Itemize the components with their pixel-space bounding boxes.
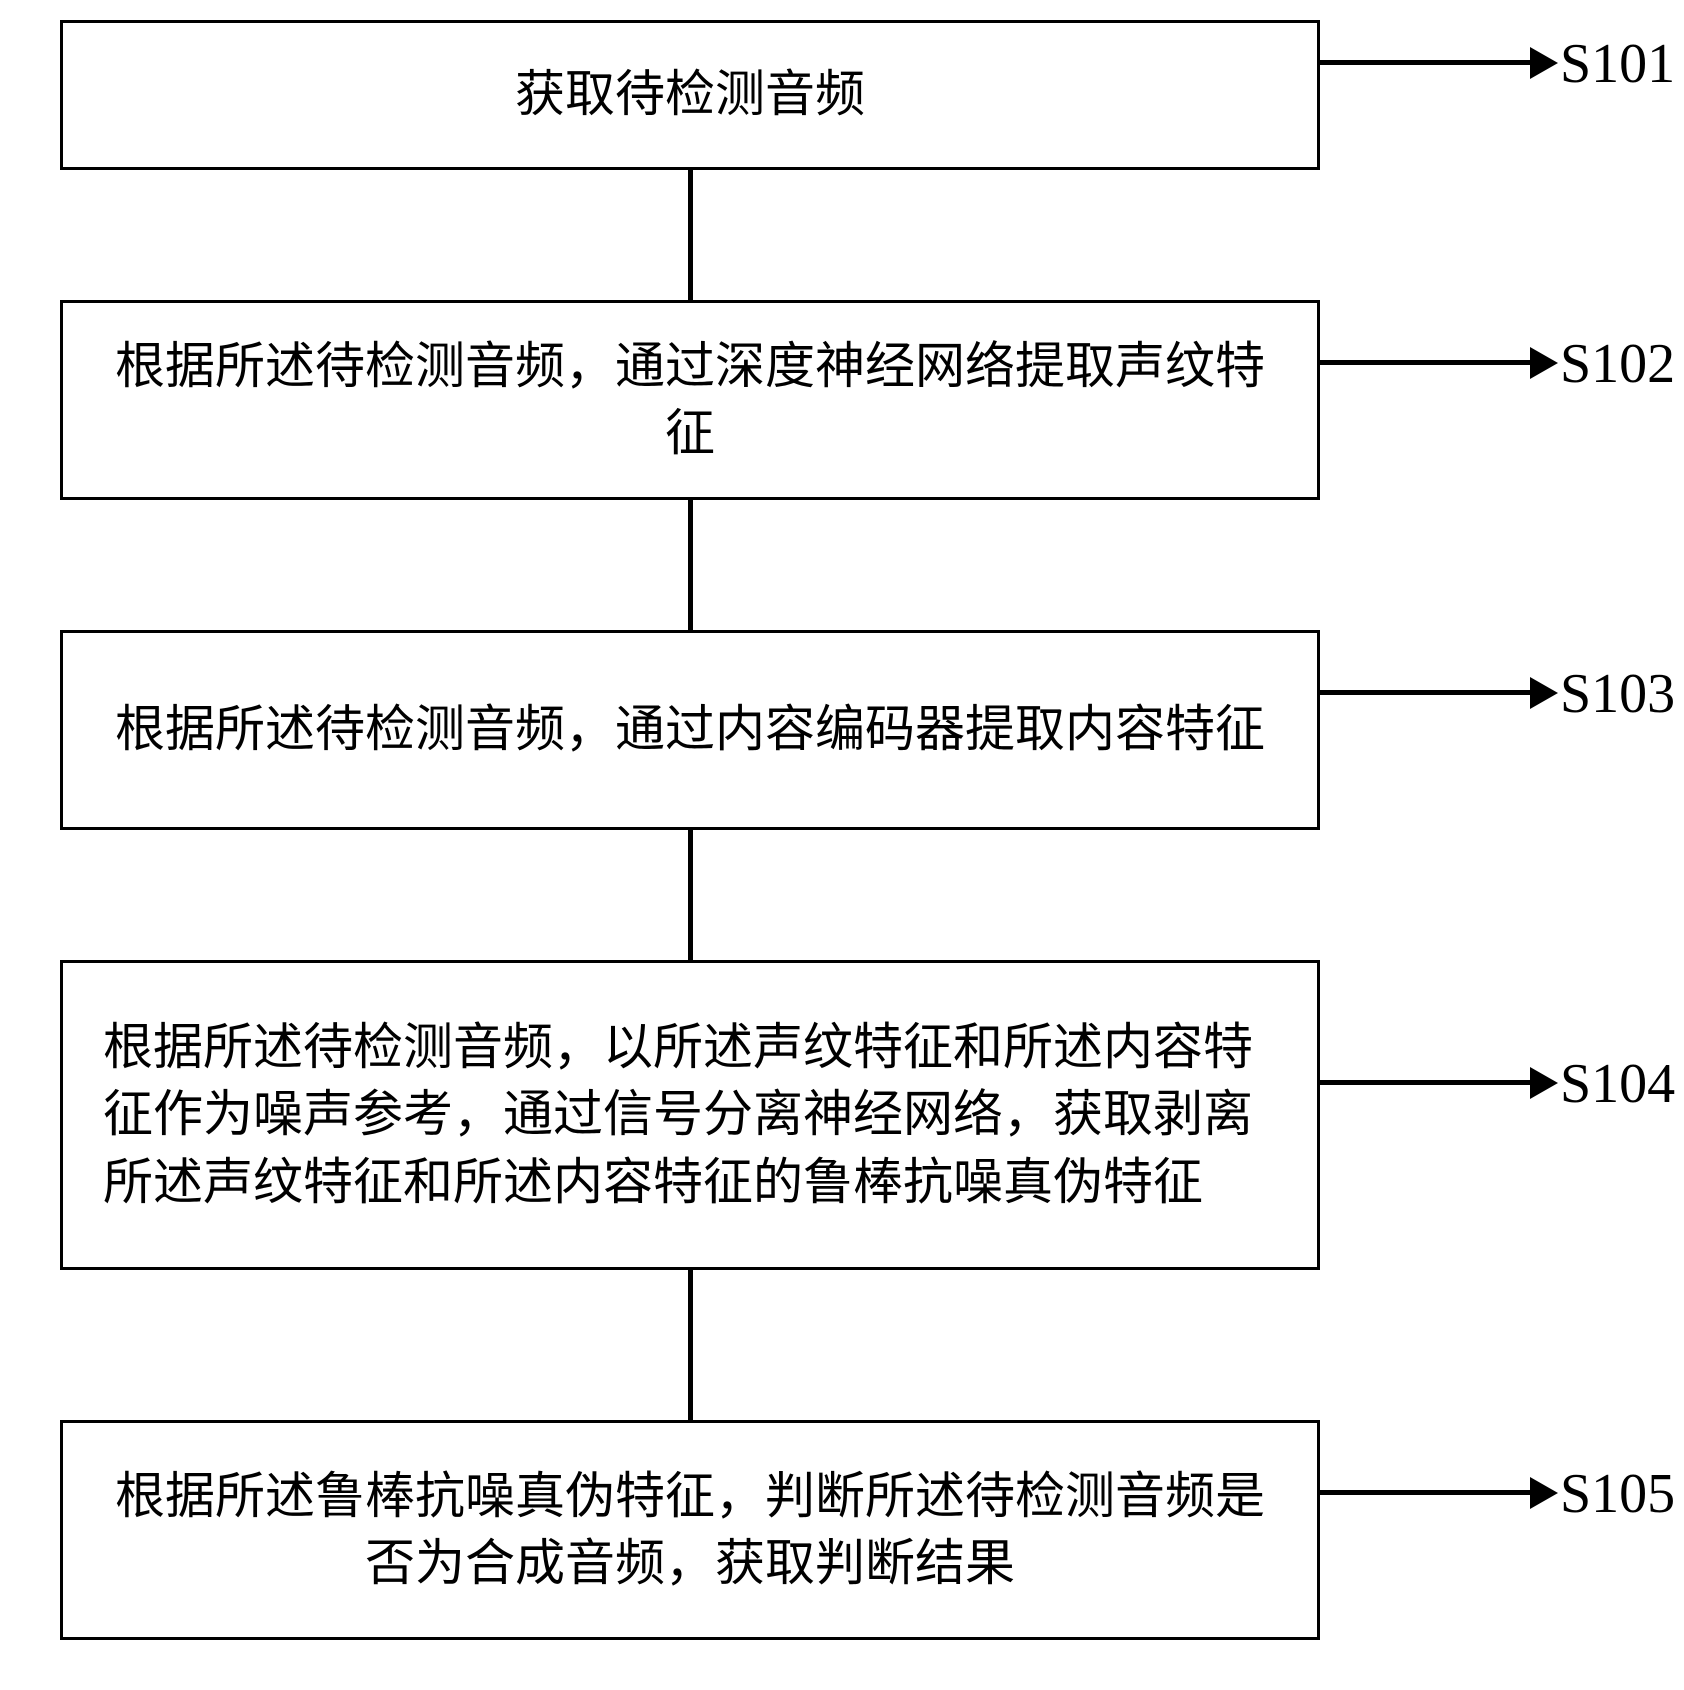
step-box-s103: 根据所述待检测音频，通过内容编码器提取内容特征 — [60, 630, 1320, 830]
step-box-s102: 根据所述待检测音频，通过深度神经网络提取声纹特征 — [60, 300, 1320, 500]
arrow-line — [1320, 360, 1530, 365]
step-text: 根据所述待检测音频，通过深度神经网络提取声纹特征 — [103, 333, 1277, 468]
arrow-line — [1320, 1490, 1530, 1495]
step-text: 获取待检测音频 — [515, 61, 865, 129]
arrow-line — [1320, 1080, 1530, 1085]
connector — [688, 1270, 693, 1420]
arrow-head-icon — [1530, 677, 1558, 709]
connector — [688, 500, 693, 630]
step-label-s104: S104 — [1560, 1052, 1675, 1116]
connector — [688, 170, 693, 300]
step-label-s101: S101 — [1560, 32, 1675, 96]
step-text: 根据所述待检测音频，以所述声纹特征和所述内容特征作为噪声参考，通过信号分离神经网… — [103, 1014, 1277, 1217]
step-text: 根据所述待检测音频，通过内容编码器提取内容特征 — [115, 696, 1265, 764]
arrow-head-icon — [1530, 347, 1558, 379]
arrow-line — [1320, 690, 1530, 695]
step-box-s105: 根据所述鲁棒抗噪真伪特征，判断所述待检测音频是否为合成音频，获取判断结果 — [60, 1420, 1320, 1640]
connector — [688, 830, 693, 960]
arrow-head-icon — [1530, 1477, 1558, 1509]
arrow-head-icon — [1530, 1067, 1558, 1099]
step-label-s103: S103 — [1560, 662, 1675, 726]
step-label-s102: S102 — [1560, 332, 1675, 396]
arrow-line — [1320, 60, 1530, 65]
step-box-s101: 获取待检测音频 — [60, 20, 1320, 170]
step-label-s105: S105 — [1560, 1462, 1675, 1526]
arrow-head-icon — [1530, 47, 1558, 79]
step-text: 根据所述鲁棒抗噪真伪特征，判断所述待检测音频是否为合成音频，获取判断结果 — [103, 1463, 1277, 1598]
step-box-s104: 根据所述待检测音频，以所述声纹特征和所述内容特征作为噪声参考，通过信号分离神经网… — [60, 960, 1320, 1270]
